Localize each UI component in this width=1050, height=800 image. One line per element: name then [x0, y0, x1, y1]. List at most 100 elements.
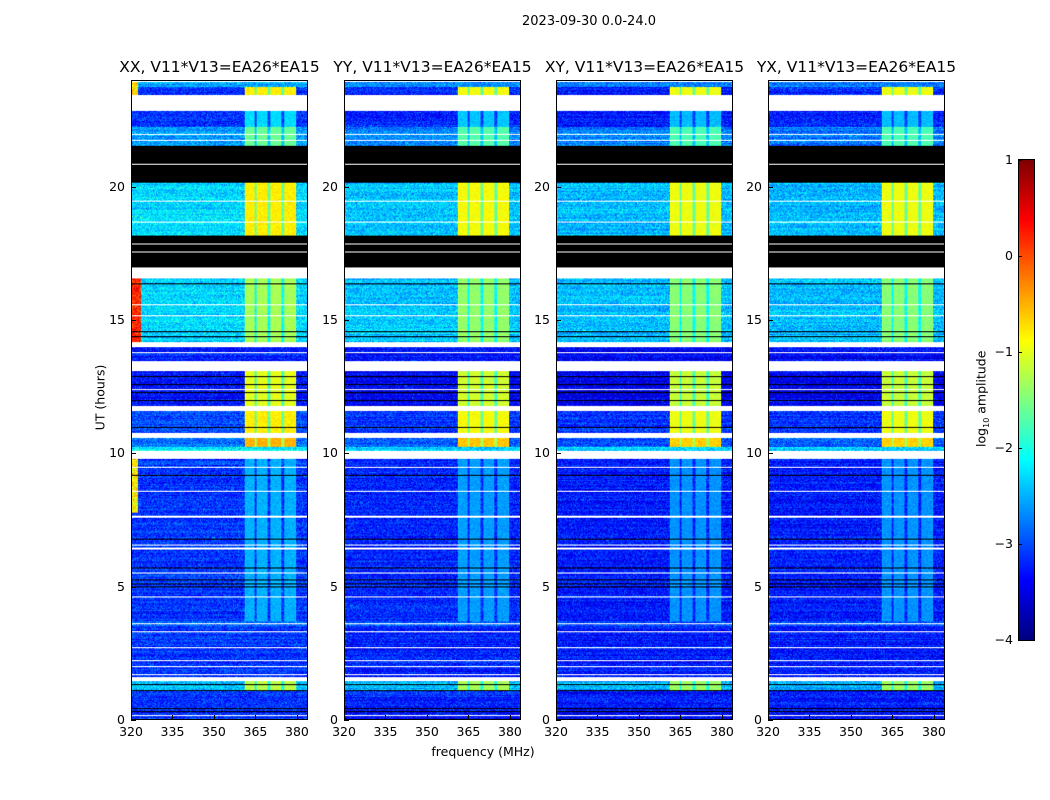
x-tick-label: 380 [285, 724, 309, 739]
y-tick-mark [131, 720, 136, 721]
y-tick-label: 10 [109, 445, 125, 461]
y-tick-label: 15 [109, 312, 125, 327]
colorbar-tick-label: 0 [1005, 248, 1013, 263]
x-tick-label: 365 [880, 724, 905, 739]
x-tick-mark [933, 715, 935, 720]
x-tick-label: 335 [585, 724, 610, 739]
x-tick-label: 320 [756, 724, 780, 739]
y-tick-label: 20 [746, 178, 762, 194]
panel-title: YX, V11*V13=EA26*EA15 [756, 58, 957, 76]
x-tick-label: 335 [160, 724, 185, 739]
colorbar-tick-mark [1018, 544, 1022, 545]
y-tick-label: 10 [746, 445, 762, 461]
x-tick-label: 320 [332, 724, 356, 739]
y-tick-mark [768, 453, 773, 455]
y-tick-mark [556, 586, 561, 588]
panel-title: XY, V11*V13=EA26*EA15 [544, 58, 745, 76]
y-axis-label: UT (hours) [92, 364, 108, 431]
heatmap-image [345, 81, 520, 719]
y-tick-mark [344, 186, 349, 188]
x-tick-mark [809, 715, 811, 720]
heatmap-image [132, 81, 307, 719]
x-tick-label: 350 [627, 724, 651, 739]
y-tick-mark [768, 186, 773, 188]
y-tick-label: 0 [754, 712, 762, 727]
x-tick-mark [597, 715, 599, 720]
x-tick-label: 380 [710, 724, 734, 739]
x-tick-mark [213, 715, 215, 720]
x-tick-label: 380 [922, 724, 946, 739]
x-tick-label: 380 [498, 724, 522, 739]
x-tick-label: 320 [119, 724, 143, 739]
y-tick-mark [131, 186, 136, 188]
y-tick-label: 5 [754, 578, 762, 594]
y-tick-mark [344, 453, 349, 455]
x-tick-mark [172, 715, 174, 720]
heatmap-image [557, 81, 732, 719]
x-tick-label: 365 [456, 724, 481, 739]
y-tick-label: 15 [534, 312, 550, 327]
colorbar-tick-label: −2 [994, 440, 1013, 455]
y-tick-mark [768, 320, 773, 321]
colorbar [1018, 159, 1035, 641]
y-tick-label: 20 [322, 178, 338, 194]
y-tick-mark [344, 720, 349, 721]
y-tick-label: 5 [542, 578, 550, 594]
y-tick-mark [768, 586, 773, 588]
x-tick-mark [892, 715, 894, 720]
colorbar-tick-mark [1018, 448, 1022, 449]
colorbar-tick-label: 1 [1005, 152, 1013, 167]
y-tick-label: 20 [109, 178, 125, 194]
x-tick-mark [768, 715, 769, 720]
waterfall-panel-yy [344, 80, 521, 720]
figure-title: 2023-09-30 0.0-24.0 [522, 14, 656, 29]
y-tick-label: 0 [330, 712, 338, 727]
x-tick-mark [850, 715, 852, 720]
y-tick-mark [768, 720, 773, 721]
y-tick-mark [131, 453, 136, 455]
y-tick-mark [556, 320, 561, 321]
y-tick-mark [556, 720, 561, 721]
x-tick-mark [344, 715, 345, 720]
y-tick-mark [344, 586, 349, 588]
waterfall-panel-xx [131, 80, 308, 720]
x-tick-mark [721, 715, 723, 720]
y-tick-label: 0 [542, 712, 550, 727]
waterfall-panel-yx [768, 80, 945, 720]
y-tick-mark [556, 186, 561, 188]
y-tick-label: 15 [322, 312, 338, 327]
colorbar-tick-label: −1 [994, 344, 1013, 359]
y-tick-label: 5 [117, 578, 125, 594]
x-tick-label: 365 [243, 724, 268, 739]
x-tick-label: 350 [839, 724, 863, 739]
panel-title: XX, V11*V13=EA26*EA15 [119, 58, 320, 76]
y-tick-label: 5 [330, 578, 338, 594]
x-axis-label: frequency (MHz) [431, 744, 535, 759]
x-tick-label: 335 [797, 724, 822, 739]
y-tick-label: 15 [746, 312, 762, 327]
colorbar-tick-mark [1018, 256, 1022, 257]
x-tick-mark [131, 715, 132, 720]
colorbar-tick-label: −3 [994, 536, 1013, 551]
x-tick-mark [426, 715, 428, 720]
x-tick-mark [556, 715, 557, 720]
colorbar-tick-mark [1018, 640, 1022, 641]
heatmap-image [769, 81, 944, 719]
panel-title: YY, V11*V13=EA26*EA15 [333, 58, 532, 76]
y-tick-mark [344, 320, 349, 321]
colorbar-tick-mark [1018, 160, 1022, 161]
x-tick-mark [638, 715, 640, 720]
y-tick-mark [556, 453, 561, 455]
x-tick-label: 350 [415, 724, 439, 739]
colorbar-tick-label: −4 [994, 632, 1013, 647]
x-tick-mark [468, 715, 470, 720]
y-tick-mark [131, 586, 136, 588]
y-tick-label: 0 [117, 712, 125, 727]
x-tick-mark [509, 715, 511, 720]
waterfall-panel-xy [556, 80, 733, 720]
y-tick-label: 10 [534, 445, 550, 461]
colorbar-tick-mark [1018, 352, 1022, 353]
x-tick-label: 350 [202, 724, 226, 739]
colorbar-label: log10 amplitude [973, 350, 991, 447]
